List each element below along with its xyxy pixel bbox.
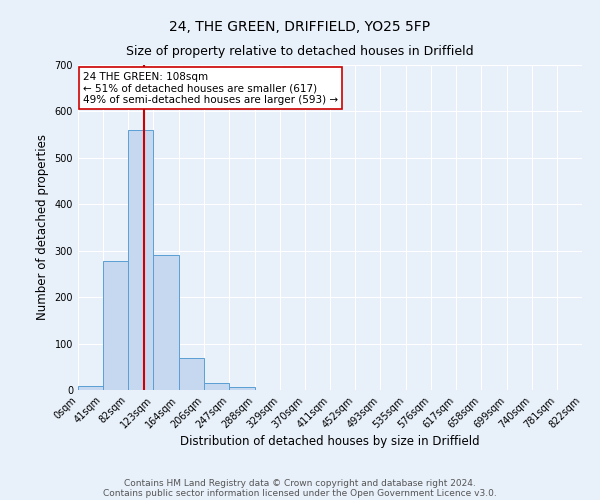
Text: 24 THE GREEN: 108sqm
← 51% of detached houses are smaller (617)
49% of semi-deta: 24 THE GREEN: 108sqm ← 51% of detached h… [83,72,338,104]
Text: 24, THE GREEN, DRIFFIELD, YO25 5FP: 24, THE GREEN, DRIFFIELD, YO25 5FP [169,20,431,34]
Bar [205,383,229,390]
Bar [103,261,128,390]
X-axis label: Distribution of detached houses by size in Driffield: Distribution of detached houses by size … [180,436,480,448]
Bar [154,256,179,390]
Bar [179,358,205,390]
Bar [229,387,254,390]
Bar [78,386,103,390]
Bar [128,130,154,390]
Text: Size of property relative to detached houses in Driffield: Size of property relative to detached ho… [126,45,474,58]
Text: Contains public sector information licensed under the Open Government Licence v3: Contains public sector information licen… [103,488,497,498]
Y-axis label: Number of detached properties: Number of detached properties [36,134,49,320]
Text: Contains HM Land Registry data © Crown copyright and database right 2024.: Contains HM Land Registry data © Crown c… [124,478,476,488]
